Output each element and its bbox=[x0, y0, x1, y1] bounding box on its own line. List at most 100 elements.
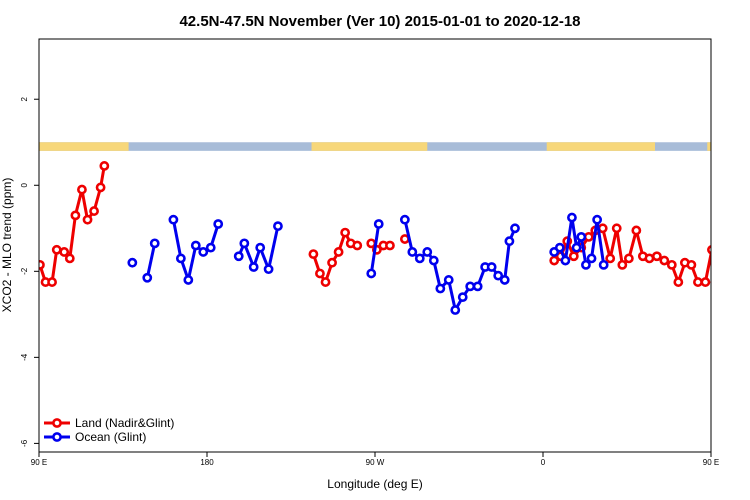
land-strip-segment bbox=[39, 142, 129, 151]
y-tick-label: -6 bbox=[20, 439, 29, 447]
ocean-data-point bbox=[450, 305, 461, 315]
land-data-point bbox=[308, 249, 319, 260]
legend-ocean-label: Ocean (Glint) bbox=[75, 430, 146, 444]
ocean-data-point bbox=[407, 247, 418, 257]
y-tick-label: -2 bbox=[20, 267, 29, 275]
land-data-point bbox=[366, 238, 377, 249]
land-strip-segment bbox=[311, 142, 428, 151]
chart-title: 42.5N-47.5N November (Ver 10) 2015-01-01… bbox=[179, 13, 580, 30]
land-data-point bbox=[735, 186, 742, 193]
land-data-point bbox=[651, 251, 662, 262]
ocean-data-point bbox=[472, 281, 483, 292]
x-tick-label: 90 W bbox=[366, 458, 385, 467]
land-data-point bbox=[583, 231, 594, 242]
land-data-point bbox=[716, 248, 723, 255]
land-data-point bbox=[385, 240, 395, 251]
land-data-point bbox=[59, 247, 70, 257]
land-data-point bbox=[549, 255, 560, 266]
legend: Land (Nadir&Glint)Ocean (Glint) bbox=[44, 416, 174, 444]
ocean-series-line bbox=[733, 243, 741, 277]
y-tick-label: -4 bbox=[20, 353, 29, 361]
land-data-point bbox=[82, 214, 93, 225]
y-tick-label: 0 bbox=[20, 182, 29, 187]
land-data-point bbox=[666, 259, 677, 270]
x-tick-label: 180 bbox=[200, 458, 214, 467]
ocean-data-point bbox=[715, 261, 722, 268]
land-data-point bbox=[644, 253, 655, 264]
ocean-data-point bbox=[127, 257, 138, 268]
ocean-data-point bbox=[233, 251, 244, 262]
ocean-data-point bbox=[183, 275, 194, 285]
land-data-point bbox=[333, 247, 344, 257]
ocean-data-point bbox=[465, 281, 476, 292]
ocean-data-point bbox=[373, 219, 384, 229]
land-ocean-strip bbox=[39, 142, 711, 151]
land-data-point bbox=[315, 268, 325, 279]
land-data-point bbox=[340, 227, 351, 238]
ocean-data-point bbox=[205, 242, 216, 253]
land-data-point bbox=[623, 253, 634, 264]
ocean-data-point bbox=[443, 275, 454, 285]
ocean-data-point bbox=[581, 259, 591, 270]
ocean-data-point bbox=[198, 247, 209, 257]
land-data-point bbox=[700, 277, 711, 287]
ocean-data-point bbox=[213, 219, 224, 229]
land-data-point bbox=[95, 182, 106, 193]
ocean-data-point bbox=[592, 214, 603, 225]
x-tick-label: 90 E bbox=[31, 458, 47, 467]
land-data-point bbox=[89, 206, 99, 216]
ocean-series-line bbox=[553, 216, 606, 267]
land-data-point bbox=[64, 253, 75, 264]
land-data-point bbox=[605, 253, 616, 264]
ocean-data-point bbox=[457, 292, 468, 303]
ocean-data-point bbox=[142, 272, 153, 283]
land-data-point bbox=[707, 244, 711, 255]
y-axis-label: XCO2 - MLO trend (ppm) bbox=[0, 178, 14, 313]
ocean-data-point bbox=[273, 221, 283, 232]
ocean-data-point bbox=[499, 275, 510, 285]
ocean-data-point bbox=[510, 223, 520, 234]
land-data-point bbox=[320, 277, 331, 287]
ocean-data-point bbox=[263, 264, 274, 275]
ocean-data-point bbox=[255, 242, 266, 253]
land-data-point bbox=[729, 212, 736, 219]
land-strip-segment bbox=[707, 142, 711, 151]
land-data-point bbox=[77, 184, 87, 195]
ocean-data-point bbox=[504, 236, 515, 247]
ocean-data-point bbox=[428, 255, 439, 266]
legend-land-label: Land (Nadir&Glint) bbox=[75, 416, 174, 430]
legend-ocean-marker bbox=[52, 432, 62, 442]
ocean-data-point bbox=[414, 253, 425, 264]
ocean-data-point bbox=[168, 214, 179, 225]
land-data-point bbox=[686, 259, 697, 270]
ocean-data-point bbox=[554, 242, 565, 253]
x-tick-label: 0 bbox=[541, 458, 546, 467]
land-data-point bbox=[673, 277, 684, 287]
ocean-data-point bbox=[239, 238, 250, 249]
land-data-point bbox=[47, 277, 57, 287]
land-data-point bbox=[611, 223, 622, 234]
ocean-data-point bbox=[737, 240, 744, 247]
ocean-data-point bbox=[422, 247, 433, 257]
ocean-data-point bbox=[486, 262, 497, 272]
series-layer bbox=[39, 161, 744, 315]
x-tick-label: 90 E bbox=[703, 458, 719, 467]
land-data-point bbox=[70, 210, 81, 221]
ocean-data-point bbox=[571, 242, 582, 253]
x-axis: 90 E 180 90 W 0 90 E bbox=[31, 452, 719, 467]
x-axis-label: Longitude (deg E) bbox=[327, 477, 422, 491]
land-data-point bbox=[631, 225, 642, 236]
land-series-line bbox=[39, 165, 106, 284]
y-axis: 2 0 -2 -4 -6 bbox=[20, 96, 39, 447]
ocean-series-line bbox=[369, 223, 381, 274]
land-data-point bbox=[659, 255, 670, 266]
land-data-point bbox=[568, 251, 579, 262]
ocean-data-point bbox=[175, 253, 186, 264]
ocean-data-point bbox=[149, 238, 160, 249]
ocean-data-point bbox=[435, 283, 446, 294]
ocean-data-point bbox=[493, 270, 504, 281]
ocean-data-point bbox=[586, 253, 597, 264]
ocean-data-point bbox=[567, 212, 577, 223]
ocean-data-point bbox=[730, 274, 737, 281]
